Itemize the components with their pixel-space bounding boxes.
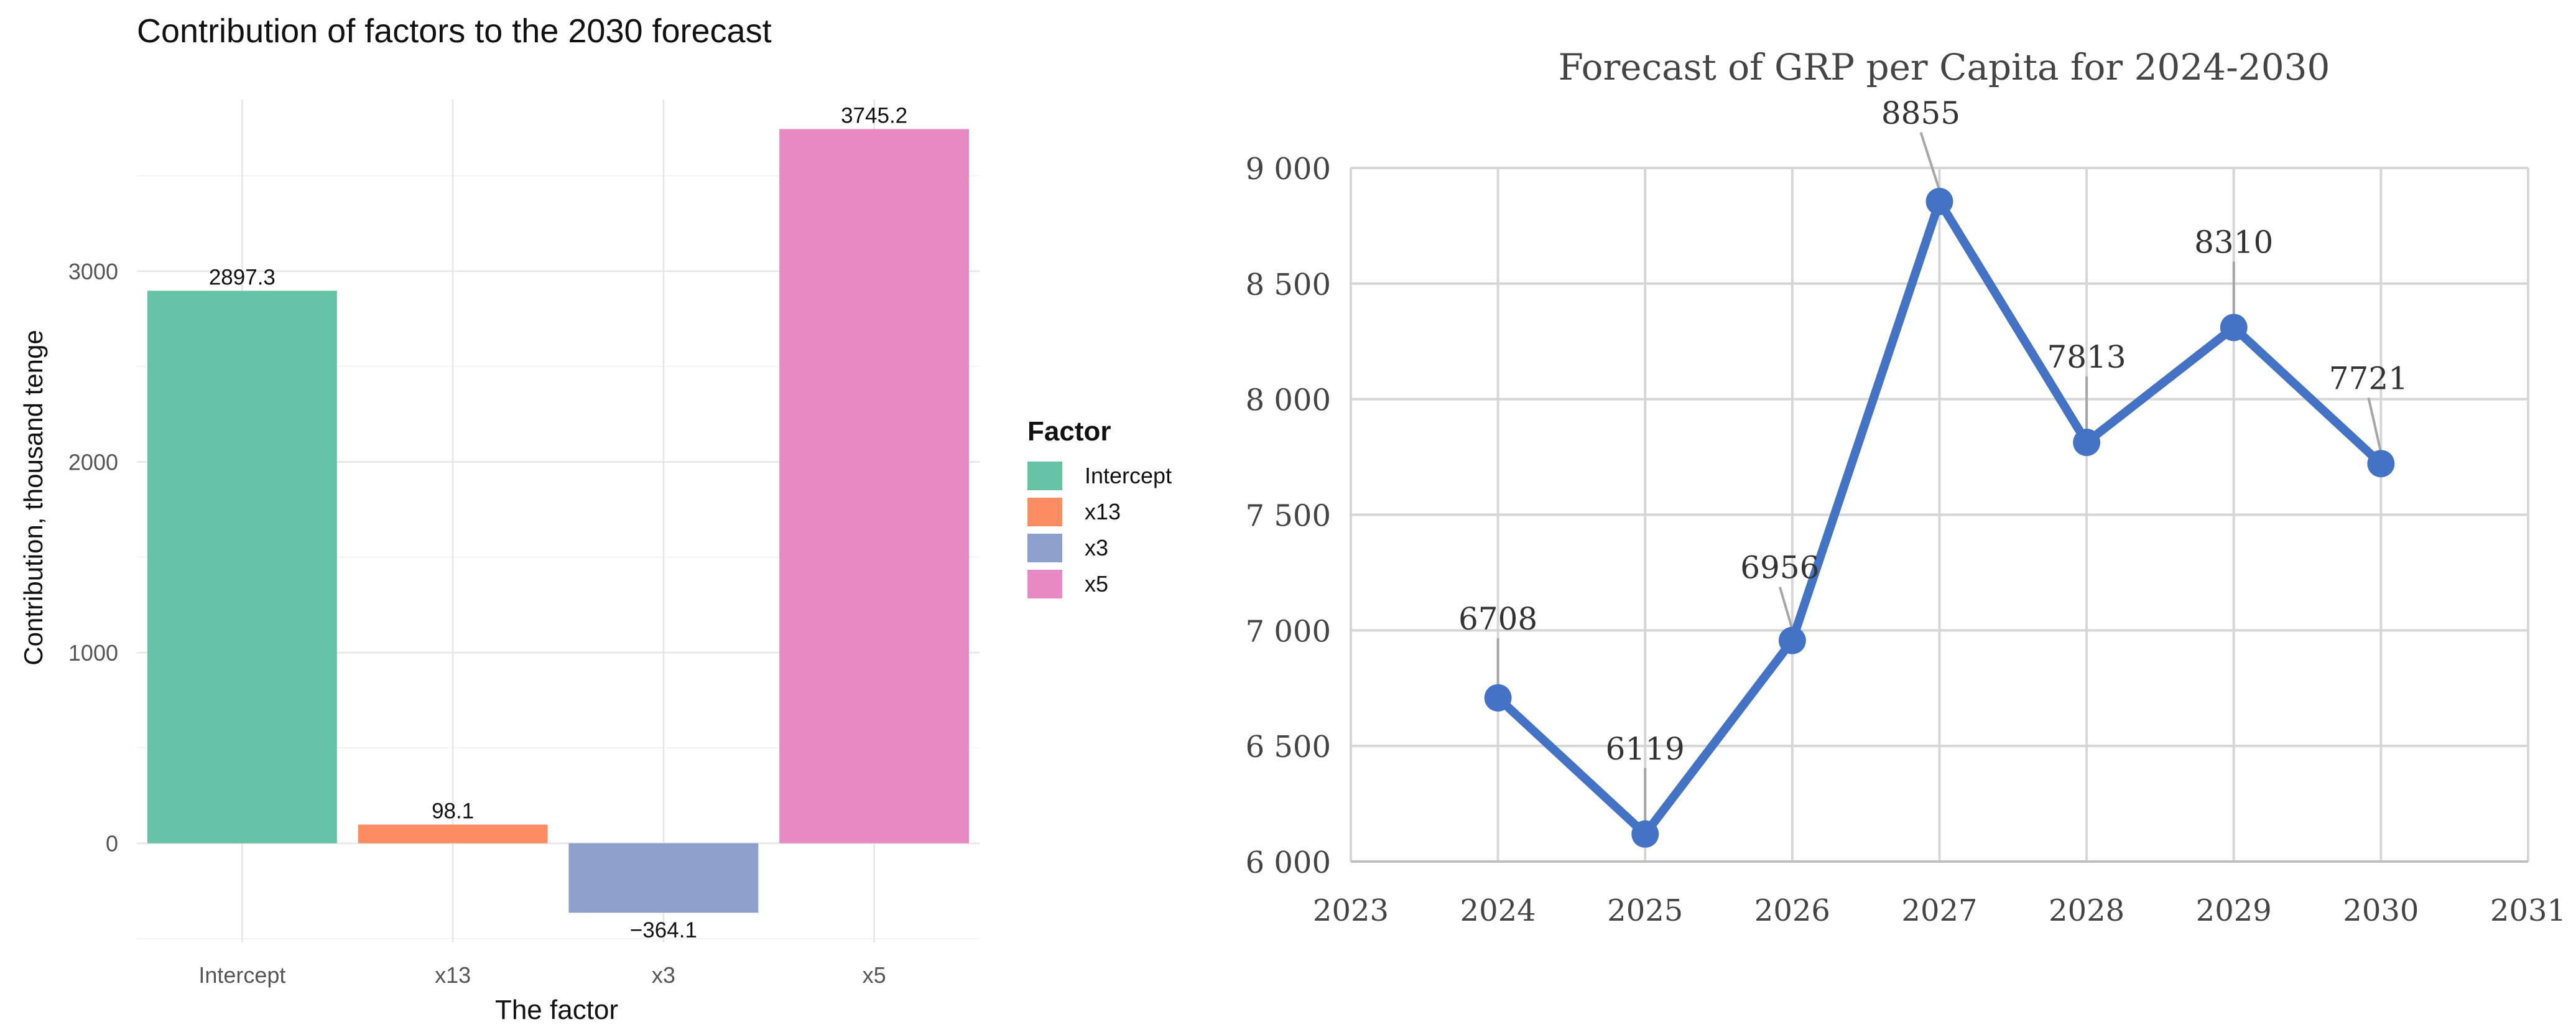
x-tick-label: 2029 [2196,893,2272,928]
bars [147,129,970,913]
bar-x5 [779,129,970,844]
data-point [2220,314,2248,342]
x-tick-label: Intercept [198,962,285,988]
x-tick-label: 2023 [1313,893,1389,928]
data-point [1631,820,1659,848]
bar-x3 [568,843,759,913]
y-tick-label: 3000 [68,259,118,284]
y-tick-label: 6 000 [1246,845,1331,880]
chart-title: Contribution of factors to the 2030 fore… [137,12,772,50]
legend-swatch [1027,462,1062,490]
legend-swatch [1027,498,1062,526]
data-label: 7721 [2329,360,2408,396]
leader-line [1778,587,1794,630]
data-point [2367,450,2395,478]
x-tick-label: 2030 [2343,893,2419,928]
x-tick-labels: 2023 2024 2025 2026 2027 2028 2029 2030 2031 [1313,893,2566,928]
label-leader-lines [1496,132,2383,823]
data-point [1925,187,1953,215]
legend-swatch [1027,570,1062,598]
data-label: 8855 [1881,95,1960,131]
x-tick-label: x5 [863,962,886,988]
y-tick-label: 0 [106,831,118,857]
chart-title: Forecast of GRP per Capita for 2024-2030 [1559,46,2330,88]
data-label: 6708 [1458,601,1537,637]
y-tick-labels: 6 000 6 500 7 000 7 500 8 000 8 500 9 000 [1246,152,1331,880]
y-tick-label: 1000 [68,640,118,666]
data-label: 6119 [1606,731,1685,767]
gridlines [1350,167,2529,863]
data-point [1778,626,1806,654]
leader-line [2367,397,2383,453]
x-tick-label: 2028 [2049,893,2124,928]
bar-value-label: 98.1 [432,799,474,824]
x-tick-label: x13 [435,962,471,988]
bar-intercept [147,291,337,844]
y-tick-label: 7 000 [1246,614,1331,649]
legend-label: x3 [1085,535,1108,560]
legend-title: Factor [1027,416,1111,447]
x-axis-title: The factor [495,995,618,1025]
y-tick-labels: 0 1000 2000 3000 [68,259,118,857]
data-points [1484,187,2395,848]
x-tick-label: x3 [652,962,675,988]
x-tick-label: 2024 [1460,893,1536,928]
legend-label: x5 [1085,571,1108,597]
bar-value-label: −364.1 [630,918,697,942]
legend-label: x13 [1085,499,1121,524]
legend-label: Intercept [1085,463,1172,488]
y-tick-label: 8 500 [1246,267,1331,302]
leader-line [1919,132,1941,191]
y-tick-label: 6 500 [1246,730,1331,765]
bar-value-label: 3745.2 [841,103,907,128]
bar-value-label: 2897.3 [209,265,276,289]
data-label: 6956 [1740,550,1819,586]
y-tick-label: 2000 [68,449,118,475]
bar-value-labels: 2897.3 98.1 −364.1 3745.2 [209,103,907,942]
y-axis-title: Contribution, thousand tenge [19,330,48,665]
x-tick-label: 2026 [1754,893,1830,928]
data-labels: 6708 6119 6956 8855 7813 8310 7721 [1458,95,2408,767]
legend: Intercept x13 x3 x5 [1027,462,1172,598]
grp-forecast-chart: Forecast of GRP per Capita for 2024-2030… [1246,46,2567,928]
y-tick-label: 9 000 [1246,152,1331,187]
data-label: 7813 [2047,339,2126,375]
bar-x13 [358,824,548,844]
x-tick-label: 2027 [1901,893,1977,928]
y-tick-label: 7 500 [1246,499,1331,534]
x-tick-labels: Intercept x13 x3 x5 [198,962,886,988]
data-label: 8310 [2194,224,2273,260]
y-tick-label: 8 000 [1246,383,1331,418]
data-point [2073,429,2101,457]
x-tick-label: 2031 [2490,893,2566,928]
factor-contribution-chart: Contribution of factors to the 2030 fore… [19,12,1172,1025]
data-point [1484,684,1512,712]
x-tick-label: 2025 [1607,893,1683,928]
legend-swatch [1027,534,1062,562]
